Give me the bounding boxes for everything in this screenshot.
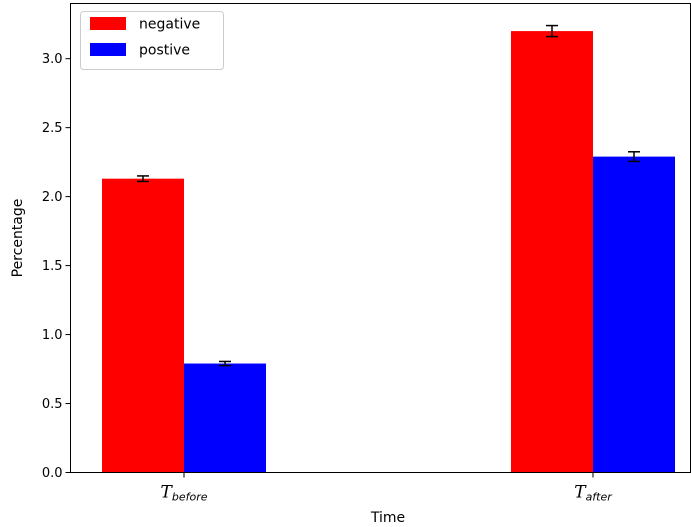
- legend-label-postive: postive: [139, 43, 190, 59]
- x-tick-label-0: Tbefore: [161, 483, 208, 504]
- y-tick-label-4: 2.0: [42, 190, 63, 205]
- bar-postive-1: [593, 156, 675, 473]
- y-tick-label-3: 1.5: [42, 259, 63, 274]
- x-tick-label-1: Tafter: [574, 483, 613, 504]
- y-tick-label-1: 0.5: [42, 397, 63, 412]
- bars-layer: [102, 31, 675, 473]
- legend-label-negative: negative: [139, 17, 200, 33]
- error-bars-layer: [137, 24, 640, 367]
- legend-swatch-postive: [90, 43, 126, 56]
- bar-negative-0: [102, 178, 184, 473]
- y-tick-label-6: 3.0: [42, 52, 63, 67]
- bar-negative-1: [511, 31, 593, 473]
- y-tick-label-0: 0.0: [42, 466, 63, 481]
- x-axis: Tbefore Tafter: [161, 472, 613, 504]
- y-axis: 0.0 0.5 1.0 1.5 2.0 2.5 3.0: [42, 52, 71, 481]
- y-tick-label-5: 2.5: [42, 121, 63, 136]
- y-tick-label-2: 1.0: [42, 328, 63, 343]
- x-axis-title: Time: [370, 510, 405, 526]
- y-axis-title: Percentage: [10, 199, 26, 278]
- legend: negative postive: [80, 11, 224, 70]
- legend-swatch-negative: [90, 17, 126, 30]
- bar-postive-0: [184, 363, 266, 473]
